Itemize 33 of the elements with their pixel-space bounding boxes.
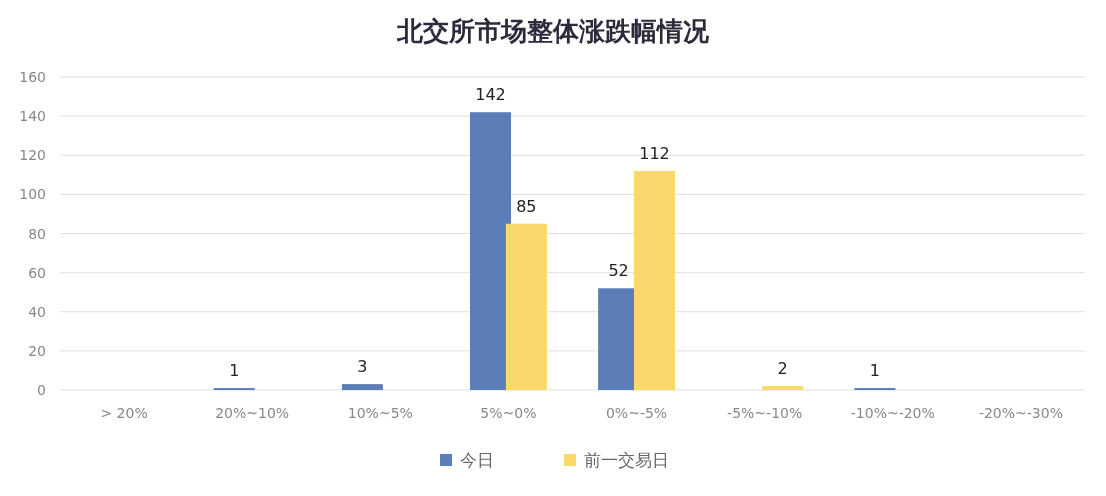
data-label: 52 xyxy=(608,261,629,281)
y-tick-label: 100 xyxy=(19,186,46,203)
bar xyxy=(505,223,547,390)
y-tick-label: 140 xyxy=(19,108,46,125)
x-tick-label: 20%~10% xyxy=(215,405,290,421)
data-label: 2 xyxy=(777,359,788,379)
x-tick-label: -10%~-20% xyxy=(850,405,935,421)
x-tick-label: > 20% xyxy=(100,405,148,421)
y-tick-label: 0 xyxy=(37,382,46,398)
y-tick-label: 120 xyxy=(19,147,46,164)
x-tick-label: 10%~5% xyxy=(347,405,413,421)
x-tick-label: -5%~-10% xyxy=(727,405,803,421)
legend-label: 前一交易日 xyxy=(584,450,669,470)
chart-title: 北交所市场整体涨跌幅情况 xyxy=(396,16,710,46)
data-label: 142 xyxy=(475,85,506,105)
bar xyxy=(634,170,675,390)
data-label: 1 xyxy=(229,361,240,381)
bar xyxy=(762,386,804,390)
y-tick-label: 160 xyxy=(19,69,46,85)
x-tick-label: -20%~-30% xyxy=(978,405,1063,421)
data-label: 85 xyxy=(516,196,537,216)
bar xyxy=(341,384,383,390)
legend-label: 今日 xyxy=(460,450,494,470)
bar xyxy=(470,112,511,390)
data-label: 112 xyxy=(639,143,670,163)
x-tick-label: 5%~0% xyxy=(480,405,537,421)
y-tick-label: 20 xyxy=(28,342,46,359)
y-tick-label: 40 xyxy=(28,303,46,320)
data-label: 1 xyxy=(869,361,880,381)
y-tick-label: 80 xyxy=(28,225,46,242)
y-tick-label: 60 xyxy=(28,264,46,281)
x-tick-label: 0%~-5% xyxy=(605,405,668,421)
data-label: 3 xyxy=(357,357,368,377)
